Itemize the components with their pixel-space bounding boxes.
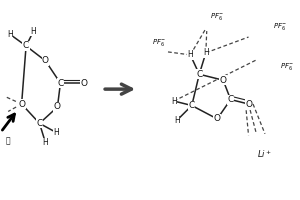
Text: $PF_6^{\!-}$: $PF_6^{\!-}$ (273, 21, 287, 32)
Text: 溶: 溶 (6, 137, 10, 146)
Text: O: O (220, 76, 227, 85)
Text: O: O (214, 114, 221, 123)
Text: H: H (31, 27, 36, 36)
Text: C: C (36, 119, 43, 128)
Text: C: C (196, 70, 203, 79)
Text: O: O (81, 79, 88, 88)
Text: $PF_6^{\!-}$: $PF_6^{\!-}$ (152, 37, 166, 48)
Text: O: O (18, 100, 25, 109)
Text: $PF_6^{\!-}$: $PF_6^{\!-}$ (210, 11, 224, 22)
Text: C: C (23, 41, 29, 50)
Text: $PF_6^{\!-}$: $PF_6^{\!-}$ (280, 61, 295, 72)
Text: H: H (171, 97, 177, 106)
Text: C: C (227, 95, 234, 104)
Text: H: H (203, 48, 209, 57)
Text: H: H (53, 128, 59, 137)
Text: C: C (57, 79, 64, 88)
Text: C: C (189, 101, 195, 110)
Text: O: O (54, 102, 61, 111)
Text: O: O (245, 100, 252, 109)
Text: O: O (42, 56, 49, 65)
Text: H: H (174, 116, 180, 125)
Text: H: H (188, 50, 193, 59)
Text: H: H (43, 138, 48, 147)
Text: $Li^+$: $Li^+$ (257, 149, 273, 160)
Text: H: H (7, 30, 13, 39)
